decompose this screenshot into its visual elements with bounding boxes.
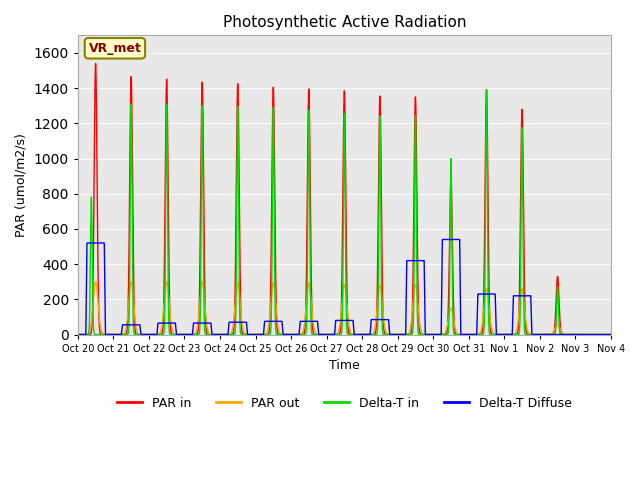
Line: Delta-T Diffuse: Delta-T Diffuse: [78, 240, 611, 335]
Line: PAR out: PAR out: [78, 282, 611, 335]
Delta-T Diffuse: [418, 258, 426, 264]
Delta-T Diffuse: [182, 332, 190, 337]
Line: PAR in: PAR in: [78, 63, 611, 335]
Delta-T in: [182, 332, 190, 337]
PAR in: [607, 332, 614, 337]
PAR out: [182, 332, 190, 337]
Delta-T in: [188, 332, 196, 337]
Delta-T Diffuse: [273, 318, 281, 324]
Delta-T in: [588, 332, 596, 337]
Delta-T in: [607, 332, 614, 337]
Delta-T Diffuse: [605, 332, 613, 337]
Text: VR_met: VR_met: [88, 42, 141, 55]
Delta-T in: [418, 332, 426, 337]
PAR in: [493, 332, 501, 337]
Title: Photosynthetic Active Radiation: Photosynthetic Active Radiation: [223, 15, 466, 30]
PAR out: [607, 332, 614, 337]
X-axis label: Time: Time: [329, 359, 360, 372]
Delta-T Diffuse: [493, 332, 501, 337]
Delta-T Diffuse: [607, 332, 614, 337]
PAR in: [182, 332, 190, 337]
Line: Delta-T in: Delta-T in: [78, 90, 611, 335]
PAR out: [188, 332, 196, 337]
Delta-T in: [605, 332, 613, 337]
Delta-T in: [74, 332, 82, 337]
PAR out: [74, 332, 82, 337]
Delta-T Diffuse: [188, 332, 196, 337]
Delta-T in: [493, 332, 501, 337]
Delta-T Diffuse: [438, 237, 446, 242]
PAR in: [188, 332, 196, 337]
Delta-T in: [273, 332, 281, 337]
PAR out: [92, 279, 99, 285]
PAR out: [493, 332, 501, 337]
PAR in: [605, 332, 613, 337]
Y-axis label: PAR (umol/m2/s): PAR (umol/m2/s): [15, 133, 28, 237]
PAR out: [418, 330, 426, 336]
PAR in: [418, 332, 426, 337]
Delta-T in: [483, 87, 490, 93]
PAR out: [605, 332, 613, 337]
Legend: PAR in, PAR out, Delta-T in, Delta-T Diffuse: PAR in, PAR out, Delta-T in, Delta-T Dif…: [111, 392, 577, 415]
Delta-T Diffuse: [74, 332, 82, 337]
PAR in: [92, 60, 99, 66]
PAR out: [273, 319, 281, 324]
PAR in: [74, 332, 82, 337]
PAR in: [273, 328, 281, 334]
